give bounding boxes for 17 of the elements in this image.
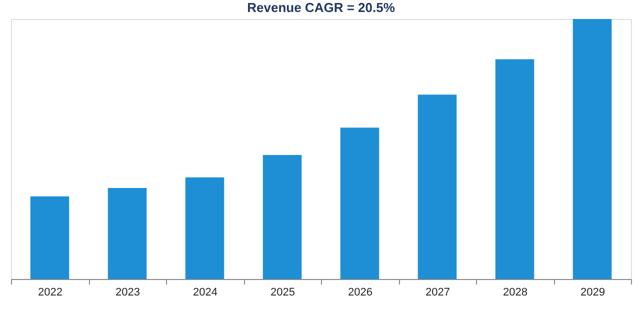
bar (495, 59, 534, 279)
x-tick-label: 2028 (503, 286, 528, 298)
x-tick-label: 2029 (580, 286, 605, 298)
bar (185, 177, 224, 279)
bar (30, 196, 70, 279)
x-tick-label: 2027 (426, 286, 450, 298)
bar (340, 128, 380, 279)
x-tick-label: 2025 (270, 286, 295, 298)
chart-title: Revenue CAGR = 20.5% (247, 0, 396, 15)
x-tick-label: 2024 (193, 286, 218, 298)
bar (418, 94, 457, 279)
x-tick-label: 2022 (38, 286, 62, 298)
x-tick-label: 2026 (348, 286, 372, 298)
bar (262, 154, 302, 279)
x-tick-label: 2023 (116, 286, 140, 298)
bar (572, 19, 612, 279)
bar (108, 188, 147, 279)
